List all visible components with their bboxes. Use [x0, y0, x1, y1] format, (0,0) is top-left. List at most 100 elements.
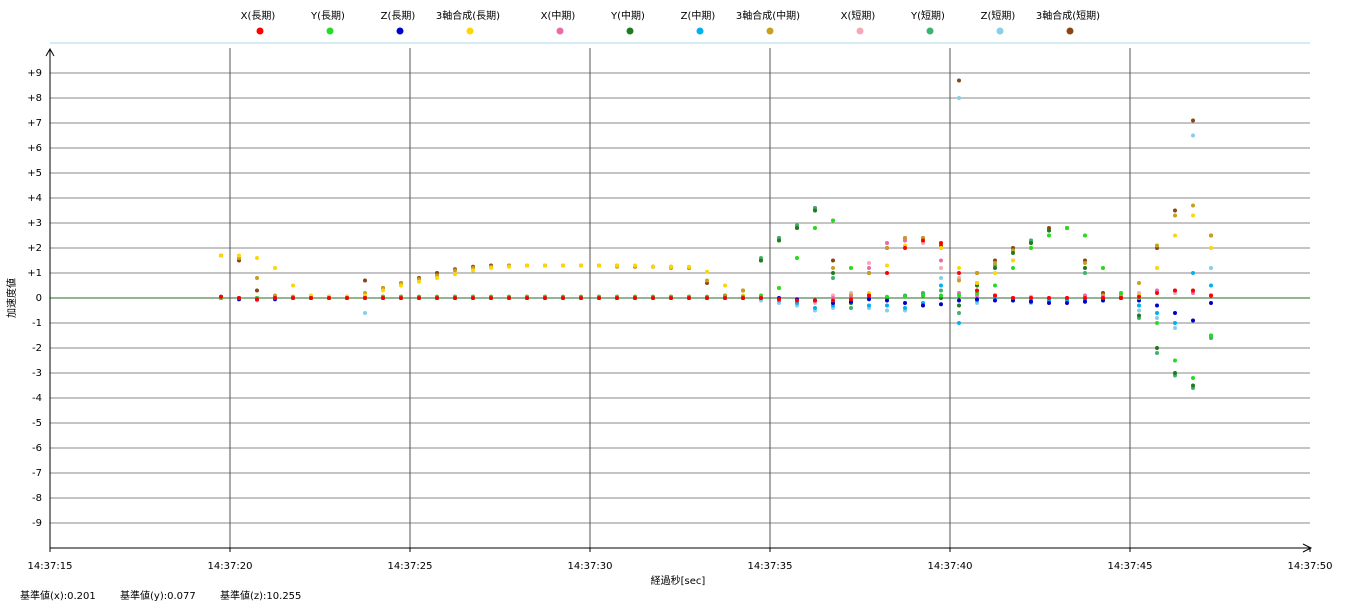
series — [219, 213, 1213, 299]
point — [255, 276, 259, 280]
y-tick-label: +5 — [27, 168, 42, 179]
point — [1011, 296, 1015, 300]
point — [1029, 241, 1033, 245]
point — [1209, 233, 1213, 238]
point — [633, 263, 637, 268]
point — [1011, 258, 1015, 263]
y-tick-label: +3 — [27, 218, 42, 229]
y-tick-label: 0 — [36, 293, 42, 304]
plot-area — [219, 78, 1213, 390]
point — [777, 297, 781, 302]
point — [975, 297, 979, 302]
point — [1137, 303, 1141, 308]
point — [795, 256, 799, 260]
legend-label: 3軸合成(中期) — [736, 9, 800, 22]
point — [993, 283, 997, 288]
point — [1137, 308, 1141, 313]
point — [993, 293, 997, 298]
point — [1173, 326, 1177, 330]
point — [1191, 133, 1195, 138]
legend-label: Y(長期) — [310, 10, 345, 22]
y-tick-label: +8 — [27, 93, 42, 104]
y-axis-arrow — [45, 47, 55, 57]
point — [957, 96, 961, 100]
point — [957, 78, 961, 83]
point — [723, 283, 727, 288]
point — [777, 238, 781, 243]
point — [1155, 303, 1159, 308]
point — [1191, 271, 1195, 275]
y-axis-label: 加速度値 — [5, 278, 18, 318]
y-tick-label: -5 — [32, 418, 42, 429]
point — [1155, 316, 1159, 320]
x-tick-label: 14:37:50 — [1288, 561, 1333, 572]
point — [903, 294, 907, 299]
point — [957, 303, 961, 308]
y-tick-label: -6 — [32, 443, 42, 454]
point — [1173, 288, 1177, 293]
point — [885, 294, 889, 299]
point — [1047, 233, 1051, 238]
legend-label: 3軸合成(長期) — [436, 9, 500, 22]
point — [1155, 321, 1159, 325]
point — [543, 296, 547, 300]
point — [795, 298, 799, 303]
point — [1101, 266, 1105, 270]
point — [831, 258, 835, 263]
point — [975, 281, 979, 285]
point — [885, 298, 889, 303]
point — [1119, 291, 1123, 295]
x-axis-label: 経過秒[sec] — [651, 574, 706, 587]
point — [813, 306, 817, 310]
point — [1173, 233, 1177, 238]
point — [903, 238, 907, 243]
point — [1191, 376, 1195, 380]
y-tick-label: -1 — [32, 318, 42, 329]
point — [1083, 266, 1087, 270]
point — [597, 296, 601, 300]
point — [867, 303, 871, 308]
point — [993, 261, 997, 265]
point — [993, 298, 997, 303]
point — [1209, 266, 1213, 270]
point — [903, 246, 907, 250]
annotation: 基準値(y):0.077 — [120, 589, 196, 602]
y-tick-label: -7 — [32, 468, 42, 479]
point — [1155, 243, 1159, 248]
series — [219, 78, 1213, 299]
point — [1173, 208, 1177, 213]
x-tick-label: 14:37:25 — [388, 561, 433, 572]
point — [633, 296, 637, 300]
point — [921, 293, 925, 298]
point — [363, 296, 367, 300]
point — [1137, 294, 1141, 299]
legend-swatch — [856, 27, 864, 35]
point — [381, 288, 385, 293]
legend-swatch — [766, 27, 774, 35]
point — [417, 279, 421, 284]
point — [939, 258, 943, 263]
point — [399, 296, 403, 300]
point — [1155, 346, 1159, 350]
point — [903, 301, 907, 305]
point — [1173, 213, 1177, 218]
point — [489, 266, 493, 270]
point — [975, 271, 979, 275]
point — [867, 293, 871, 298]
point — [381, 296, 385, 300]
point — [975, 288, 979, 293]
legend-label: X(短期) — [841, 9, 876, 22]
point — [561, 263, 565, 268]
legend-label: Z(長期) — [381, 10, 416, 22]
point — [1191, 383, 1195, 388]
point — [867, 261, 871, 265]
point — [1173, 358, 1177, 363]
point — [309, 296, 313, 300]
point — [255, 288, 259, 293]
legend-label: Z(短期) — [981, 9, 1016, 22]
point — [885, 241, 889, 245]
point — [1173, 371, 1177, 375]
point — [1155, 291, 1159, 295]
point — [453, 272, 457, 277]
point — [831, 266, 835, 270]
